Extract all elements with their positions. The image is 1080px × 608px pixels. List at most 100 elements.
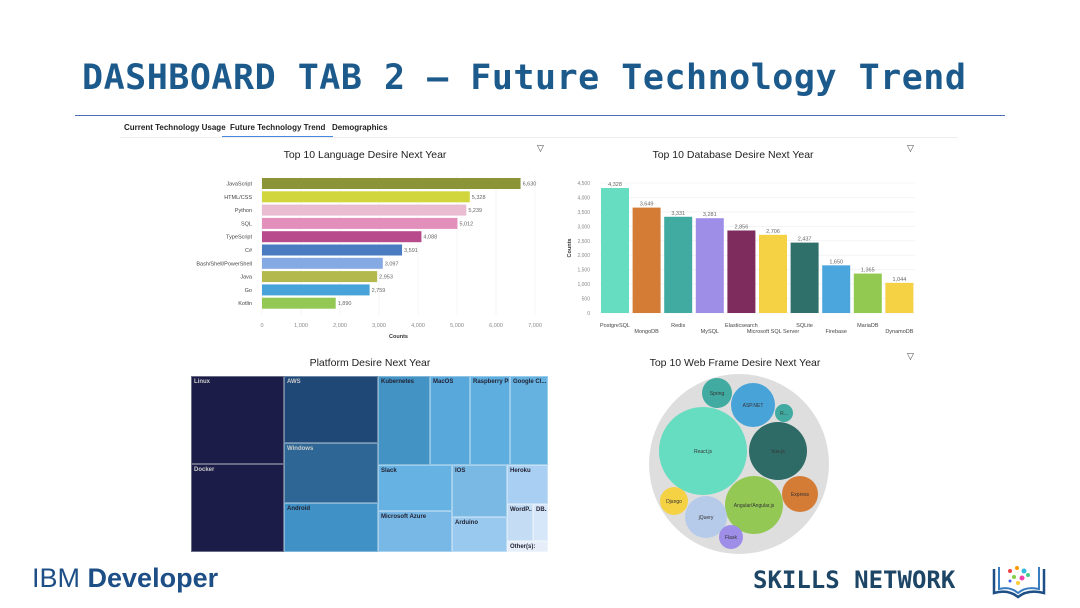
treemap-tile-ios: IOS — [452, 465, 507, 517]
value-label: 3,649 — [640, 202, 654, 208]
category-label: Firebase — [825, 329, 846, 335]
bubble-aspnet — [731, 383, 775, 427]
category-label: Bash/Shell/PowerShell — [196, 261, 252, 267]
treemap-tile-aws: AWS — [284, 376, 378, 443]
y-tick-label: 500 — [582, 297, 591, 303]
bubble-label: Spring — [710, 391, 725, 397]
treemap-tile-db: DB... — [533, 504, 548, 541]
bubble-label: Vue.js — [771, 449, 785, 455]
category-label: SQLite — [796, 323, 813, 329]
value-label: 4,328 — [608, 182, 622, 188]
bubble-label: R... — [780, 411, 788, 417]
category-label: HTML/CSS — [224, 195, 252, 201]
slide-title: DASHBOARD TAB 2 – Future Technology Tren… — [82, 58, 967, 98]
bubble-django — [660, 487, 688, 515]
value-label: 5,328 — [472, 195, 486, 201]
bubble-label: Express — [791, 492, 810, 498]
bubble-label: ASP.NET — [743, 403, 764, 409]
filter-icon[interactable]: ▽ — [907, 143, 914, 153]
value-label: 3,331 — [671, 211, 685, 217]
bar-mariadb — [853, 273, 882, 313]
bar-microsoftsqlserver — [759, 234, 787, 313]
category-label: Elasticsearch — [725, 323, 758, 329]
value-label: 3,097 — [385, 261, 399, 267]
x-axis-title: Counts — [389, 334, 408, 340]
category-label: C# — [245, 248, 253, 254]
bar-mongodb — [632, 207, 661, 313]
title-divider — [75, 115, 1005, 116]
book-brain-icon — [992, 566, 1046, 599]
value-label: 1,365 — [861, 268, 875, 274]
value-label: 2,856 — [735, 224, 749, 230]
treemap-tile-kubernetes: Kubernetes — [378, 376, 430, 465]
y-tick-label: 4,500 — [577, 181, 590, 187]
x-tick-label: 3,000 — [372, 323, 386, 329]
treemap-tile-linux: Linux — [191, 376, 284, 464]
bubble-spring — [702, 378, 732, 408]
treemap-tile-raspberrypi: Raspberry Pi — [470, 376, 510, 465]
bubble-label: Flask — [725, 535, 737, 541]
developer-logo-text: Developer — [87, 563, 219, 593]
bar-python — [262, 204, 467, 216]
category-label: Python — [235, 208, 252, 214]
value-label: 1,044 — [893, 277, 907, 283]
category-label: PostgreSQL — [600, 323, 630, 329]
treemap-tile-macos: MacOS — [430, 376, 470, 465]
x-tick-label: 1,000 — [294, 323, 308, 329]
category-label: Microsoft SQL Server — [747, 329, 800, 335]
bar-c — [262, 244, 403, 256]
y-tick-label: 1,000 — [577, 282, 590, 288]
x-tick-label: 4,000 — [411, 323, 425, 329]
y-axis-title: Counts — [567, 239, 573, 258]
y-tick-label: 3,000 — [577, 224, 590, 230]
bubble-label: React.js — [694, 449, 713, 455]
category-label: Redis — [671, 323, 685, 329]
category-label: Go — [245, 288, 252, 294]
bar-sql — [262, 217, 458, 229]
bar-sqlite — [790, 242, 819, 313]
webframe-chart-title: Top 10 Web Frame Desire Next Year — [649, 357, 821, 369]
value-label: 6,630 — [523, 182, 537, 188]
value-label: 4,088 — [423, 235, 437, 241]
bar-redis — [664, 216, 693, 313]
y-tick-label: 0 — [587, 311, 590, 317]
bar-mysql — [695, 218, 724, 313]
platform-chart-title: Platform Desire Next Year — [309, 357, 431, 369]
bubble-flask — [719, 525, 743, 549]
bar-typescript — [262, 231, 422, 243]
bar-postgresql — [601, 187, 629, 313]
category-label: SQL — [241, 221, 252, 227]
skills-network-logo: SKILLS NETWORK — [753, 566, 955, 594]
tab-demographics[interactable]: Demographics — [332, 123, 388, 132]
category-label: MongoDB — [634, 329, 659, 335]
bubble-vuejs — [749, 422, 807, 480]
x-tick-label: 2,000 — [333, 323, 347, 329]
value-label: 3,281 — [703, 212, 717, 218]
filter-icon[interactable]: ▽ — [537, 143, 544, 153]
bar-dynamodb — [885, 282, 914, 313]
bubble-label: Angular/Angular.js — [734, 503, 775, 509]
y-tick-label: 2,000 — [577, 253, 590, 259]
category-label: Java — [240, 275, 253, 281]
skills-network-text: SKILLS NETWORK — [753, 566, 956, 594]
treemap-tile-docker: Docker — [191, 464, 284, 552]
treemap-tile-arduino: Arduino — [452, 517, 507, 552]
bar-htmlcss — [262, 191, 470, 203]
bar-javascript — [262, 178, 521, 189]
value-label: 1,890 — [338, 301, 352, 307]
tab-bar-divider — [120, 137, 958, 138]
tab-current-technology-usage[interactable]: Current Technology Usage — [124, 123, 226, 132]
treemap-tile-android: Android — [284, 503, 378, 552]
filter-icon[interactable]: ▽ — [907, 351, 914, 361]
bar-elasticsearch — [727, 230, 756, 313]
language-chart-title: Top 10 Language Desire Next Year — [283, 149, 447, 161]
bar-bashshellpowershell — [262, 257, 383, 269]
database-chart-title: Top 10 Database Desire Next Year — [652, 149, 814, 161]
bubble-r — [775, 404, 793, 422]
bubble-express — [782, 476, 818, 512]
value-label: 2,953 — [379, 275, 393, 281]
bubble-label: Django — [666, 499, 682, 505]
category-label: JavaScript — [226, 182, 252, 188]
value-label: 5,012 — [459, 221, 473, 227]
bubble-jquery — [685, 496, 727, 538]
